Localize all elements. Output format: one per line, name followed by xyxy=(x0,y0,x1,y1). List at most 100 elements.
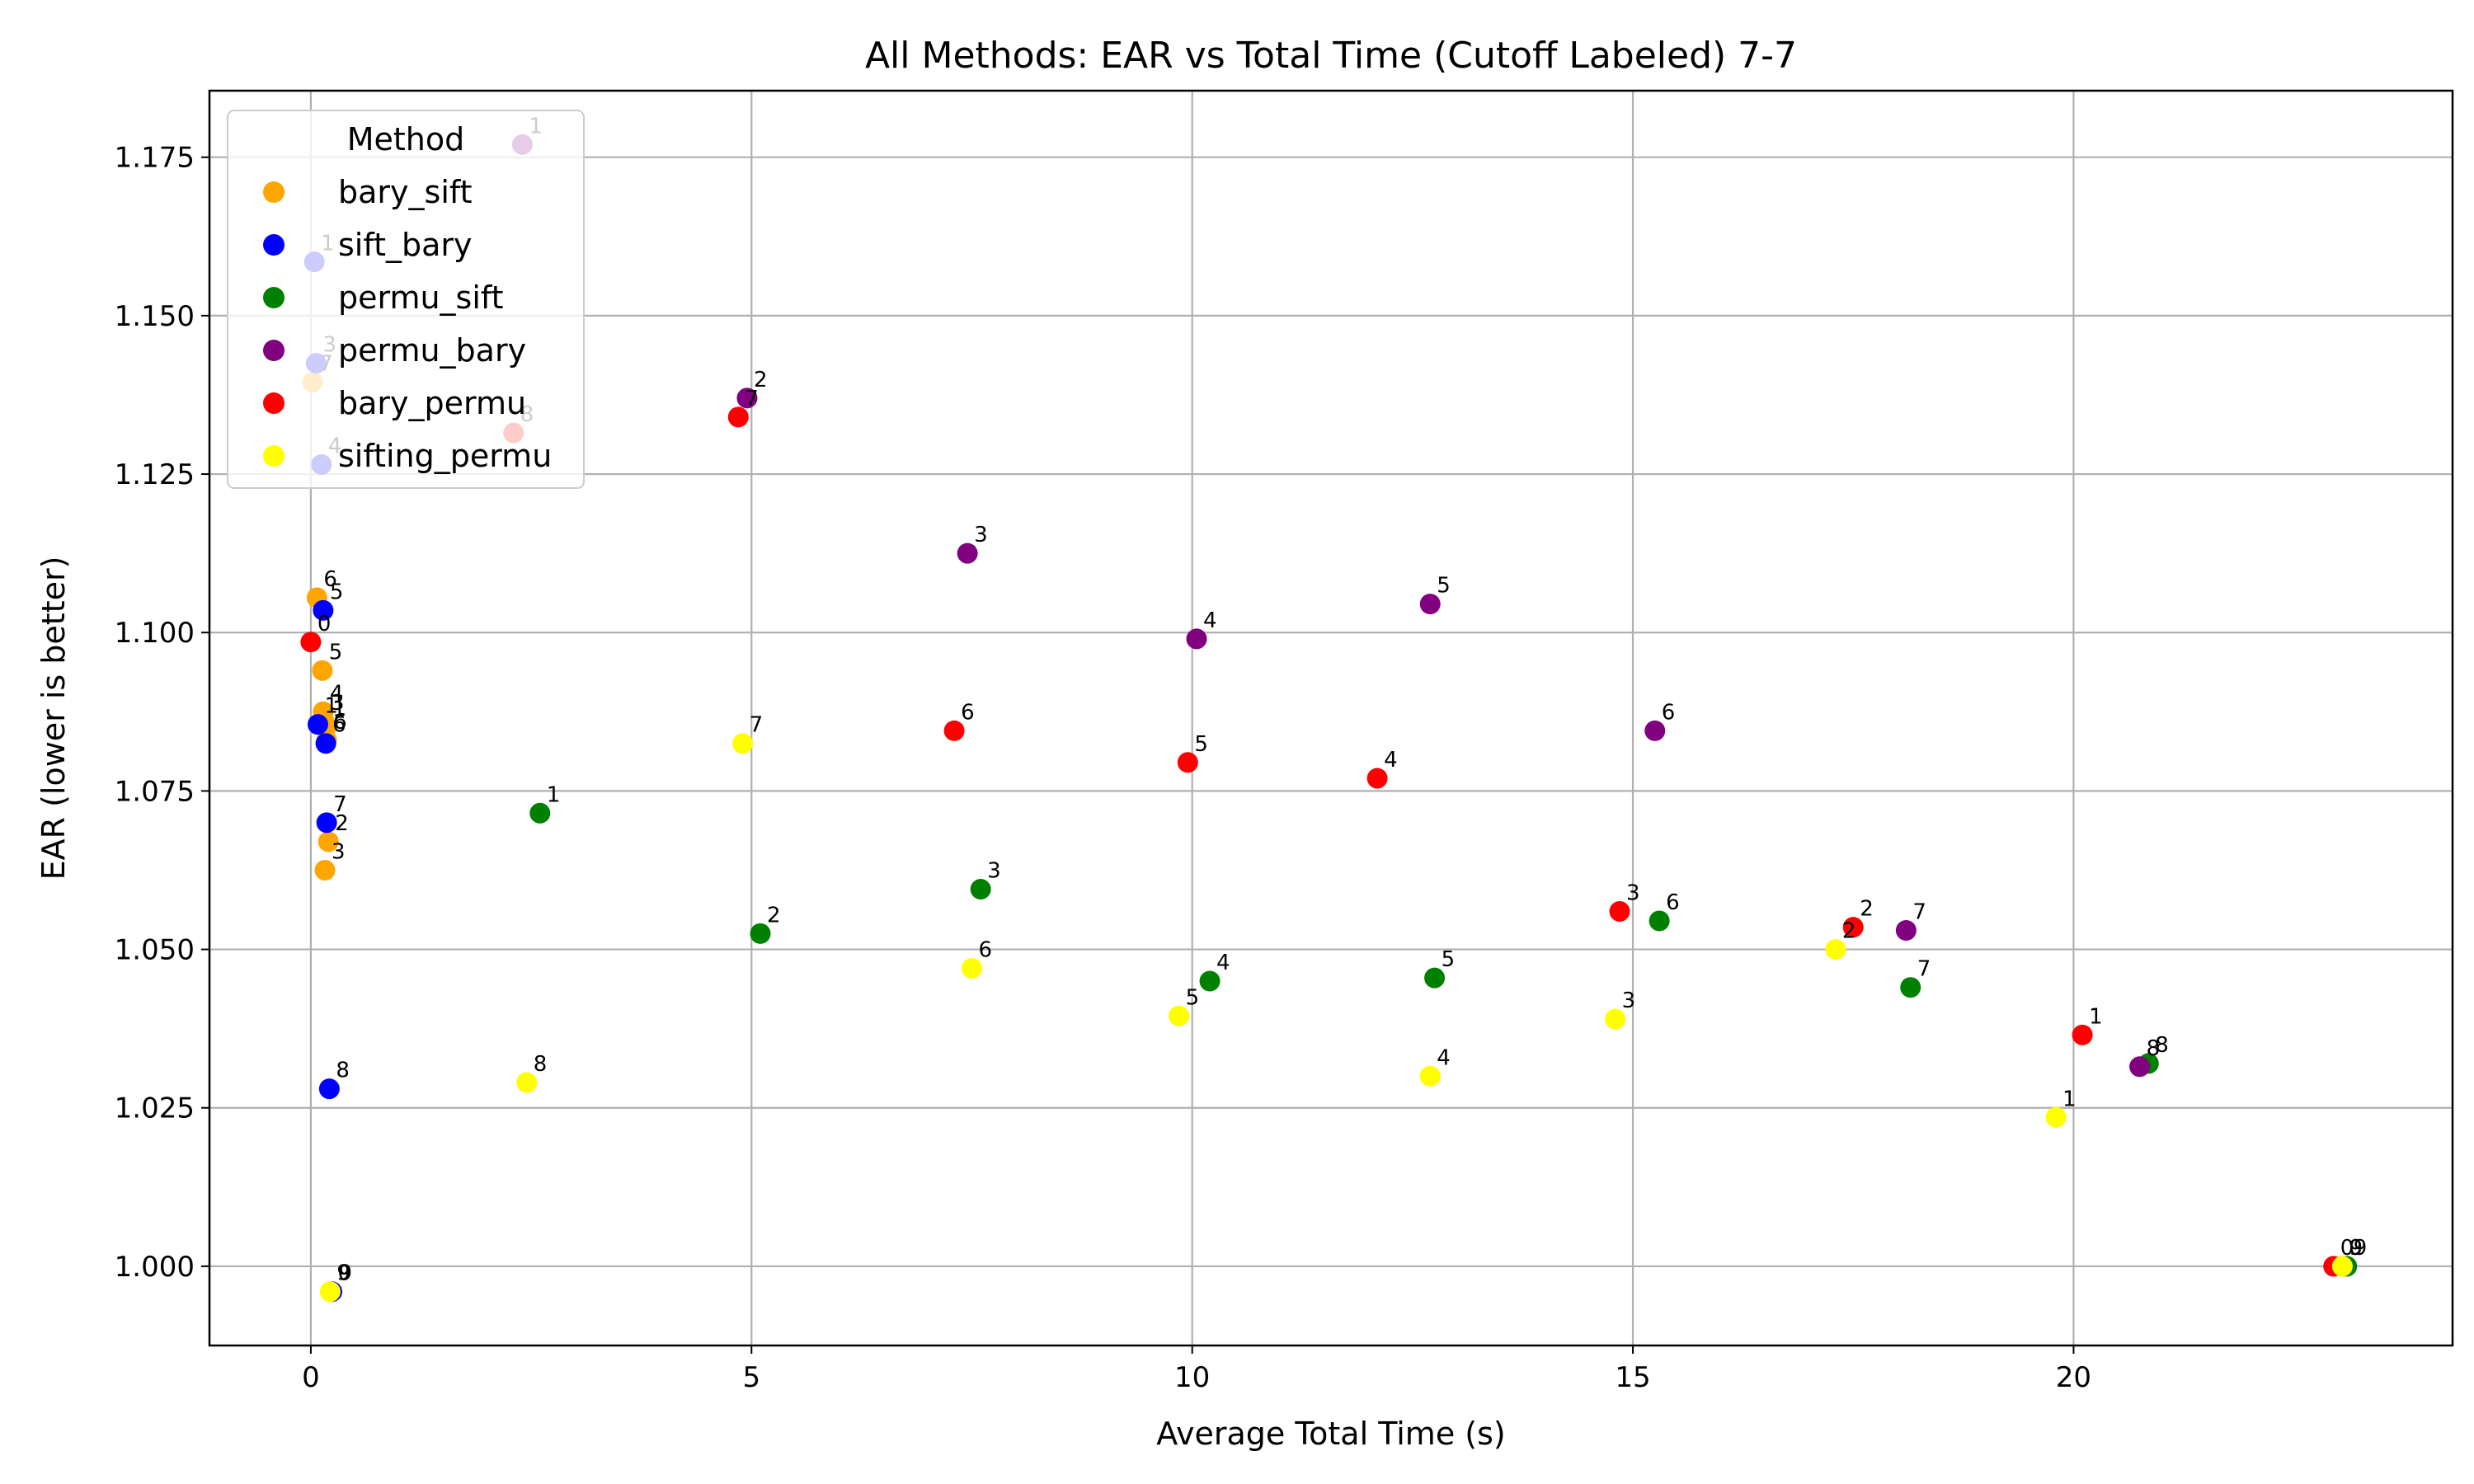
legend: Method bary_sift sift_bary permu_siftpermu… xyxy=(227,110,585,489)
point-label: 4 xyxy=(1384,748,1398,773)
point-label: 1 xyxy=(2062,1087,2077,1111)
point-label: 5 xyxy=(1194,732,1208,757)
point-label: 2 xyxy=(767,903,781,928)
legend-marker-sifting_permu xyxy=(263,445,285,467)
legend-label-bary_sift: bary_sift xyxy=(338,174,472,210)
y-tick-label: 1.100 xyxy=(115,617,195,650)
point-label: 3 xyxy=(974,523,988,547)
data-point-bary_sift xyxy=(317,831,339,852)
data-point-sifting_permu xyxy=(961,958,982,979)
data-point-permu_bary xyxy=(1644,720,1666,741)
data-point-permu_sift xyxy=(1649,910,1670,932)
point-label: 2 xyxy=(754,368,768,392)
data-point-sift_bary xyxy=(313,599,334,621)
data-point-sifting_permu xyxy=(319,1281,341,1303)
point-label: 0 xyxy=(2349,1236,2363,1261)
data-point-permu_sift xyxy=(529,802,551,824)
x-tick-label: 20 xyxy=(2056,1361,2091,1394)
point-label: 2 xyxy=(335,811,349,836)
y-tick-label: 1.025 xyxy=(115,1092,195,1125)
legend-marker-bary_sift xyxy=(263,181,285,203)
point-label: 1 xyxy=(324,694,338,719)
point-label: 2 xyxy=(1842,919,1856,944)
point-label: 6 xyxy=(1666,890,1680,915)
point-label: 5 xyxy=(329,640,343,665)
data-point-permu_bary xyxy=(957,542,978,564)
point-label: 6 xyxy=(323,567,337,592)
data-point-sift_bary xyxy=(307,714,328,735)
legend-box xyxy=(227,110,585,489)
data-point-permu_sift xyxy=(1199,970,1221,992)
point-label: 9 xyxy=(339,1261,353,1286)
data-point-permu_bary xyxy=(1419,594,1441,615)
legend-marker-sift_bary xyxy=(263,234,285,256)
legend-label-permu_sift: permu_sift xyxy=(338,279,504,316)
legend-marker-bary_permu xyxy=(263,392,285,414)
legend-label-sift_bary: sift_bary xyxy=(338,227,472,263)
data-point-bary_permu xyxy=(2072,1024,2093,1045)
point-label: 3 xyxy=(331,691,345,716)
point-label: 0 xyxy=(2340,1236,2354,1261)
data-point-permu_sift xyxy=(750,923,771,944)
point-label: 3 xyxy=(987,859,1001,884)
data-point-bary_permu xyxy=(943,720,965,741)
data-point-bary_sift xyxy=(314,859,336,881)
axes: 0 5 10 15 201.0001.0251.0501.0751.1001.1251.… xyxy=(115,142,2091,1394)
y-tick-label: 1.075 xyxy=(115,775,195,808)
data-point-sifting_permu xyxy=(1169,1005,1190,1026)
point-label: 4 xyxy=(1203,608,1217,633)
data-point-sifting_permu xyxy=(732,733,754,754)
point-label: 2 xyxy=(1860,897,1874,922)
legend-title: Method xyxy=(347,121,465,157)
legend-label-permu_bary: permu_bary xyxy=(338,332,526,369)
legend-label-sifting_permu: sifting_permu xyxy=(338,438,552,474)
data-point-sifting_permu xyxy=(1605,1008,1626,1030)
data-point-sifting_permu xyxy=(516,1072,538,1093)
point-label: 6 xyxy=(961,700,975,725)
point-label: 7 xyxy=(745,387,759,411)
y-tick-label: 1.125 xyxy=(115,458,195,491)
point-label: 1 xyxy=(332,697,346,722)
point-label: 6 xyxy=(332,713,346,738)
point-label: 5 xyxy=(330,580,344,604)
data-points xyxy=(300,134,2358,1303)
data-point-permu_sift xyxy=(1424,967,1446,989)
point-label: 9 xyxy=(2349,1236,2363,1261)
data-point-bary_permu xyxy=(727,406,749,428)
point-label: 4 xyxy=(1216,951,1230,975)
legend-label-bary_permu: bary_permu xyxy=(338,385,526,421)
y-tick-label: 1.050 xyxy=(115,934,195,967)
plot-frame xyxy=(208,89,2454,1347)
point-label: 6 xyxy=(1662,700,1676,725)
legend-entries: bary_sift sift_bary permu_sift permu_baryba… xyxy=(263,174,552,474)
point-label: 8 xyxy=(2155,1033,2169,1058)
data-point-permu_bary xyxy=(736,387,758,409)
point-label: 5 xyxy=(1186,985,1200,1010)
data-point-permu_sift xyxy=(970,879,991,900)
data-point-sifting_permu xyxy=(1419,1065,1441,1087)
x-tick-label: 15 xyxy=(1615,1361,1650,1394)
data-point-sift_bary xyxy=(315,733,336,754)
point-label: 9 xyxy=(2354,1236,2368,1261)
point-label: 9 xyxy=(336,1261,350,1286)
data-point-bary_permu xyxy=(1366,768,1388,789)
x-axis-label: Average Total Time (s) xyxy=(1156,1416,1505,1452)
point-label: 8 xyxy=(336,1059,350,1083)
data-point-bary_permu xyxy=(1842,917,1864,938)
y-axis-label: EAR (lower is better) xyxy=(35,556,72,881)
point-label: 0 xyxy=(317,612,332,636)
data-point-sifting_permu xyxy=(2045,1106,2067,1128)
point-label: 3 xyxy=(1626,881,1640,905)
point-label: 6 xyxy=(333,710,347,735)
point-label: 7 xyxy=(750,713,764,738)
data-point-permu_bary xyxy=(1895,920,1917,942)
data-point-sifting_permu xyxy=(1825,939,1846,960)
point-label: 7 xyxy=(1912,900,1926,925)
point-label: 4 xyxy=(330,681,344,706)
data-point-bary_permu xyxy=(300,632,322,653)
point-label: 0 xyxy=(337,1261,351,1286)
point-label: 8 xyxy=(534,1052,548,1077)
legend-marker-permu_sift xyxy=(263,287,285,308)
x-tick-label: 0 xyxy=(302,1361,320,1394)
